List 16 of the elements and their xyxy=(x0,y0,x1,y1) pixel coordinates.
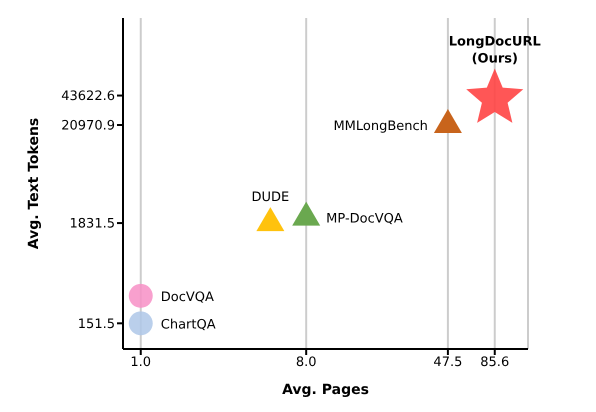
y-tick-label: 1831.5 xyxy=(70,216,115,232)
series-label: MMLongBench xyxy=(333,119,428,134)
y-tick-label: 43622.6 xyxy=(61,89,115,104)
x-tick-label: 47.5 xyxy=(433,355,462,370)
y-axis-title: Avg. Text Tokens xyxy=(26,118,42,250)
series-label: ChartQA xyxy=(160,317,216,332)
series-label: DocVQA xyxy=(160,290,214,305)
y-tick-label: 20970.9 xyxy=(61,118,115,134)
series-label: DUDE xyxy=(251,190,290,206)
x-tick-label: 85.6 xyxy=(480,355,510,370)
x-axis-title: Avg. Pages xyxy=(282,382,369,398)
y-tick-label: 151.5 xyxy=(78,316,115,332)
x-tick-label: 8.0 xyxy=(296,355,317,370)
x-tick-label: 1.0 xyxy=(130,355,152,370)
series-label: MP-DocVQA xyxy=(326,212,403,227)
series-label: LongDocURL (Ours) xyxy=(448,34,541,67)
